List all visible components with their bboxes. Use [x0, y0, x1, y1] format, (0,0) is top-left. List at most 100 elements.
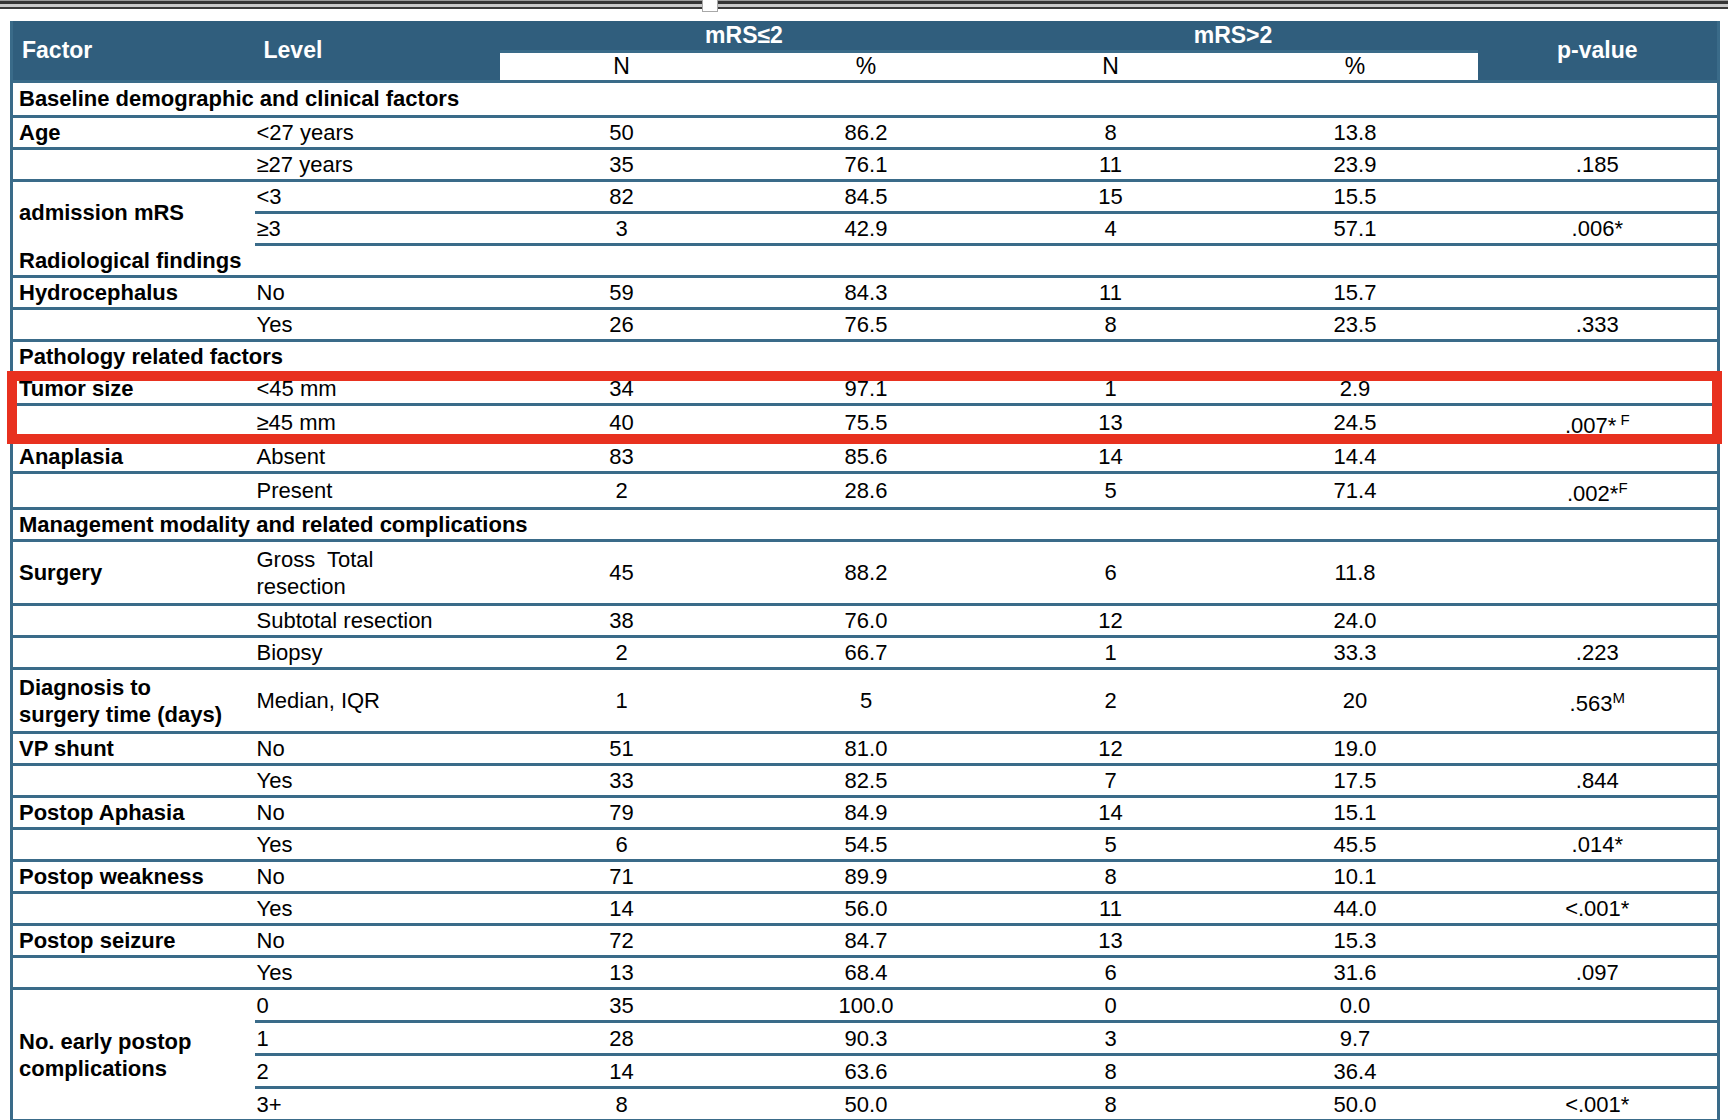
level-cell: 3+: [255, 1088, 500, 1120]
header-mrs-gt2: mRS>2: [989, 21, 1478, 51]
level-cell: Yes: [255, 308, 500, 340]
count-cell: 8: [989, 1055, 1233, 1088]
percent-cell: 54.5: [744, 829, 989, 861]
count-cell: 51: [500, 733, 744, 765]
table-row: ≥3342.9457.1.006*: [12, 212, 1719, 244]
count-cell: 28: [500, 1022, 744, 1055]
percent-cell: 76.1: [744, 148, 989, 180]
pvalue-cell: [1478, 925, 1719, 957]
factor-cell: VP shunt: [12, 733, 255, 765]
count-cell: 6: [989, 957, 1233, 989]
header-pvalue: p-value: [1478, 21, 1719, 81]
pvalue-cell: .006*: [1478, 212, 1719, 244]
pvalue-cell: <.001*: [1478, 1088, 1719, 1120]
level-cell: ≥27 years: [255, 148, 500, 180]
percent-cell: 33.3: [1233, 637, 1478, 669]
pvalue-cell: [1478, 1055, 1719, 1088]
subheader-pct1: %: [744, 51, 989, 81]
count-cell: 72: [500, 925, 744, 957]
count-cell: 71: [500, 861, 744, 893]
factor-cell: [12, 605, 255, 637]
pvalue-cell: [1478, 797, 1719, 829]
count-cell: 59: [500, 276, 744, 308]
count-cell: 45: [500, 541, 744, 605]
pvalue-cell: .185: [1478, 148, 1719, 180]
level-cell: No: [255, 861, 500, 893]
count-cell: 5: [989, 472, 1233, 508]
percent-cell: 9.7: [1233, 1022, 1478, 1055]
pvalue-superscript: F: [1618, 479, 1627, 496]
level-cell: Yes: [255, 765, 500, 797]
table-row: ≥27 years3576.11123.9.185: [12, 148, 1719, 180]
table-row: Present228.6571.4.002*F: [12, 472, 1719, 508]
percent-cell: 66.7: [744, 637, 989, 669]
count-cell: 35: [500, 148, 744, 180]
count-cell: 5: [989, 829, 1233, 861]
count-cell: 14: [989, 797, 1233, 829]
section-label: Pathology related factors: [12, 340, 1719, 372]
drag-handle[interactable]: [702, 0, 718, 12]
percent-cell: 84.3: [744, 276, 989, 308]
pvalue-cell: .014*: [1478, 829, 1719, 861]
level-cell: Subtotal resection: [255, 605, 500, 637]
percent-cell: 84.5: [744, 180, 989, 212]
section-row: Baseline demographic and clinical factor…: [12, 81, 1719, 116]
percent-cell: 15.5: [1233, 180, 1478, 212]
count-cell: 13: [500, 957, 744, 989]
count-cell: 82: [500, 180, 744, 212]
table-row: Yes1368.4631.6.097: [12, 957, 1719, 989]
percent-cell: 36.4: [1233, 1055, 1478, 1088]
count-cell: 38: [500, 605, 744, 637]
pvalue-cell: [1478, 541, 1719, 605]
count-cell: 26: [500, 308, 744, 340]
pvalue-cell: [1478, 1022, 1719, 1055]
pvalue-cell: [1478, 440, 1719, 472]
count-cell: 3: [500, 212, 744, 244]
percent-cell: 71.4: [1233, 472, 1478, 508]
pvalue-cell: [1478, 116, 1719, 148]
percent-cell: 42.9: [744, 212, 989, 244]
percent-cell: 24.0: [1233, 605, 1478, 637]
count-cell: 2: [500, 637, 744, 669]
highlight-box: [7, 371, 1722, 444]
factor-cell: [12, 308, 255, 340]
percent-cell: 44.0: [1233, 893, 1478, 925]
factor-cell: [12, 765, 255, 797]
level-cell: ≥3: [255, 212, 500, 244]
percent-cell: 13.8: [1233, 116, 1478, 148]
section-row: Management modality and related complica…: [12, 509, 1719, 541]
factor-cell: Age: [12, 116, 255, 148]
table-row: VP shuntNo5181.01219.0: [12, 733, 1719, 765]
table-row: Postop AphasiaNo7984.91415.1: [12, 797, 1719, 829]
count-cell: 35: [500, 989, 744, 1022]
percent-cell: 0.0: [1233, 989, 1478, 1022]
percent-cell: 15.7: [1233, 276, 1478, 308]
count-cell: 8: [989, 308, 1233, 340]
level-cell: 2: [255, 1055, 500, 1088]
table-row: admission mRS<38284.51515.5: [12, 180, 1719, 212]
pvalue-cell: [1478, 276, 1719, 308]
percent-cell: 19.0: [1233, 733, 1478, 765]
section-row: Pathology related factors: [12, 340, 1719, 372]
table-row: 3+850.0850.0<.001*: [12, 1088, 1719, 1120]
section-label: Management modality and related complica…: [12, 509, 1719, 541]
count-cell: 50: [500, 116, 744, 148]
level-cell: No: [255, 733, 500, 765]
section-label: Radiological findings: [12, 244, 1719, 276]
count-cell: 11: [989, 148, 1233, 180]
count-cell: 6: [500, 829, 744, 861]
pvalue-cell: .844: [1478, 765, 1719, 797]
count-cell: 12: [989, 733, 1233, 765]
level-cell: No: [255, 797, 500, 829]
count-cell: 14: [989, 440, 1233, 472]
percent-cell: 56.0: [744, 893, 989, 925]
factor-cell: [12, 637, 255, 669]
level-cell: No: [255, 925, 500, 957]
percent-cell: 11.8: [1233, 541, 1478, 605]
percent-cell: 28.6: [744, 472, 989, 508]
percent-cell: 57.1: [1233, 212, 1478, 244]
count-cell: 8: [500, 1088, 744, 1120]
table-row: Subtotal resection3876.01224.0: [12, 605, 1719, 637]
percent-cell: 20: [1233, 669, 1478, 733]
percent-cell: 84.9: [744, 797, 989, 829]
